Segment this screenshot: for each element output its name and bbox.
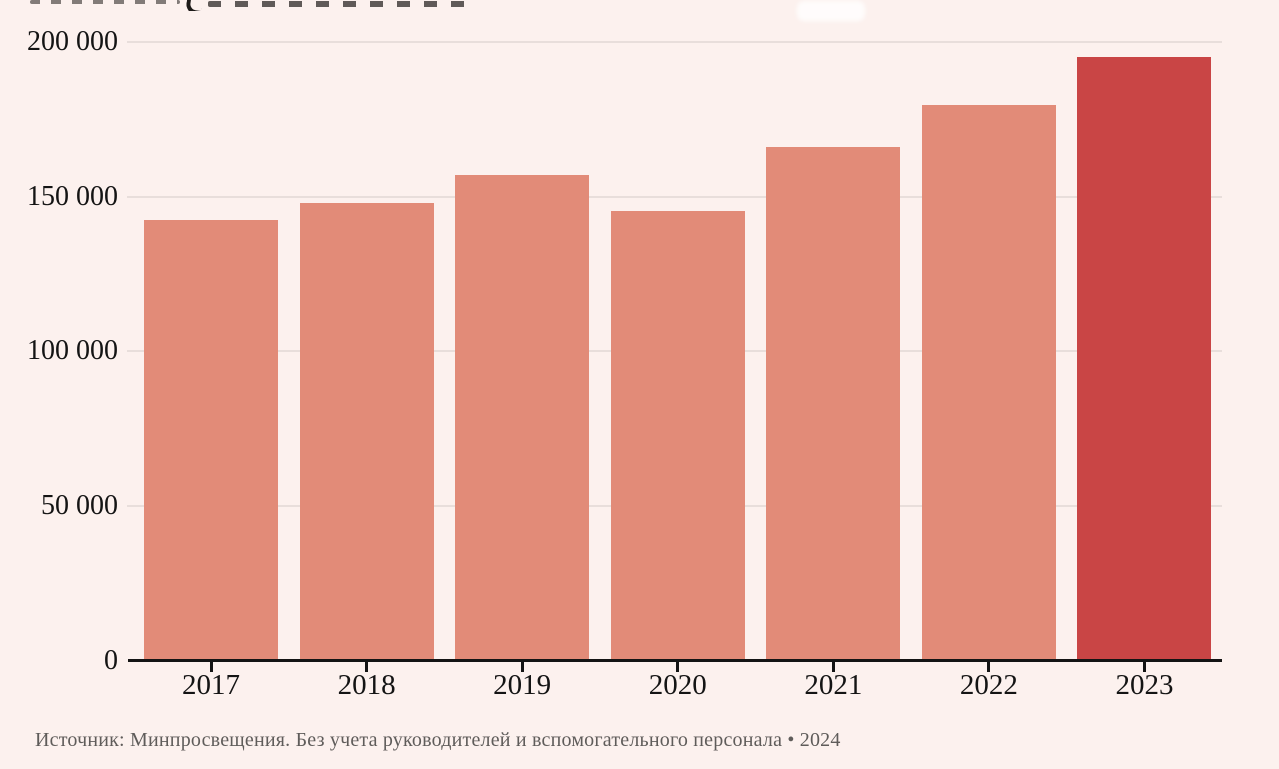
y-tick-label-100000: 100 000 (27, 335, 118, 367)
clipped-title-remnant (30, 0, 475, 11)
bar-2017 (144, 219, 278, 661)
gridline-150000 (127, 195, 1222, 198)
x-tick-label-2022: 2022 (959, 669, 1018, 701)
y-tick-label-50000: 50 000 (41, 489, 118, 521)
x-tick-label-2017: 2017 (182, 669, 240, 701)
x-tick-2017 (209, 662, 213, 672)
bar-2018 (299, 202, 434, 661)
clipped-letter-descender (185, 0, 203, 11)
source-note: Источник: Минпросвещения. Без учета руко… (35, 729, 841, 751)
x-tick-2022 (987, 662, 991, 672)
bar-2020 (610, 210, 745, 661)
x-tick-label-2019: 2019 (493, 669, 552, 701)
x-tick-label-2020: 2020 (648, 669, 707, 701)
x-tick-label-2021: 2021 (804, 669, 863, 701)
bar-2022 (921, 105, 1056, 661)
bar-2023 (1077, 57, 1212, 661)
gridline-200000 (127, 41, 1222, 43)
white-smudge-artifact (797, 1, 865, 21)
x-tick-label-2018: 2018 (337, 669, 396, 701)
y-tick-label-150000: 150 000 (27, 180, 118, 212)
x-tick-2019 (520, 662, 524, 672)
clipped-text-marks (208, 1, 470, 7)
x-tick-2023 (1142, 662, 1146, 672)
x-axis-line (128, 659, 1222, 662)
y-tick-label-200000: 200 000 (27, 26, 118, 57)
x-tick-2021 (831, 662, 835, 672)
x-tick-2020 (676, 662, 680, 672)
x-tick-2018 (365, 662, 369, 672)
y-tick-label-0: 0 (104, 644, 118, 676)
x-tick-label-2023: 2023 (1115, 669, 1174, 701)
clipped-text-marks (30, 0, 180, 4)
bar-2021 (766, 147, 901, 661)
bar-2019 (455, 174, 590, 661)
